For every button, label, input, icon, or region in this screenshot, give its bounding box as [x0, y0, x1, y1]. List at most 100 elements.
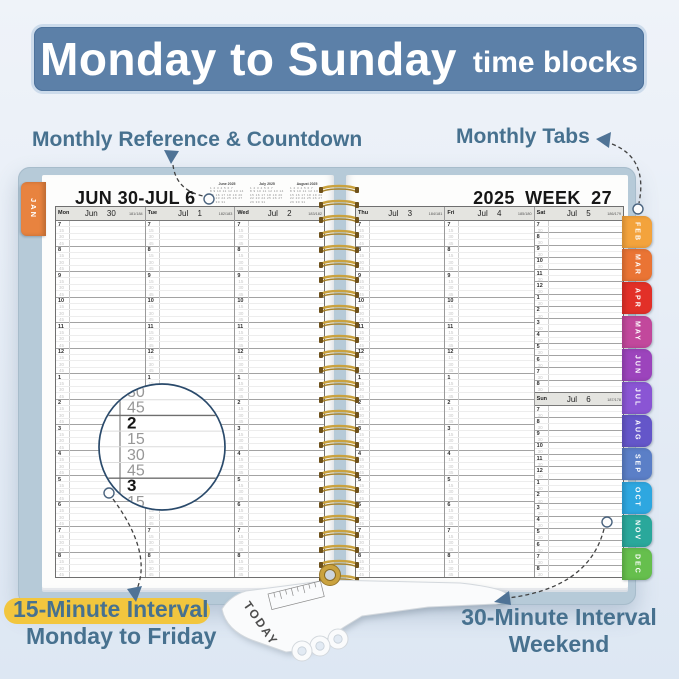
- hour-label: 3: [58, 425, 62, 432]
- minute-row: 45: [235, 417, 325, 424]
- day-count: 187/178: [607, 397, 621, 402]
- hour-block: 2 30: [534, 490, 623, 504]
- minute-label: 45: [448, 419, 454, 425]
- minute-label: 30: [448, 438, 454, 444]
- hour-block: 4 30: [534, 330, 623, 343]
- day-count: 182/183: [218, 211, 233, 216]
- mini-calendar-week: 15 16 17 18 19 20 21: [210, 192, 244, 197]
- minute-label: 30: [448, 540, 454, 546]
- hour-row: 4: [535, 517, 623, 523]
- hour-row: 8: [356, 553, 444, 559]
- month-tab-apr: APR: [622, 282, 652, 315]
- minute-row: 30: [534, 324, 623, 331]
- minute-row: 30: [534, 238, 623, 245]
- spiral-ring: [319, 214, 359, 223]
- minute-label: 30: [59, 285, 65, 291]
- minute-label: 30: [537, 387, 543, 393]
- mini-calendar-week: 8 9 10 11 12 13 14: [250, 189, 284, 194]
- hour-block: 7 15 30 45: [56, 221, 145, 246]
- hour-block: 4 15 30 45: [56, 449, 145, 475]
- hour-row: 9: [356, 272, 444, 279]
- month-tab-jan-label: JAN: [29, 198, 38, 220]
- minute-row: 45: [235, 545, 325, 552]
- hour-label: 12: [447, 349, 454, 355]
- minute-label: 45: [148, 393, 154, 399]
- hour-row: 7: [535, 221, 623, 228]
- hour-label: 11: [58, 323, 64, 330]
- minute-label: 30: [359, 361, 365, 367]
- mini-calendar-week: 1 2 3 4 5 6 7: [210, 185, 234, 190]
- minute-row: 15: [445, 532, 534, 539]
- day-body: 7 30 8 30 9 30 10 30 11 30 12 30 1 30 2 30 3 30 4 30 5 30 6 30 7…: [534, 406, 623, 577]
- hour-row: 2: [235, 400, 324, 406]
- minute-label: 15: [238, 304, 244, 310]
- hour-block: 3 15 30 45: [356, 424, 445, 450]
- hour-label: 9: [58, 272, 62, 279]
- hour-block: 7 15 30 45: [56, 526, 145, 552]
- hour-row: 8: [56, 247, 145, 253]
- minute-row: 45: [145, 366, 235, 373]
- hour-block: 4 15 30 45: [356, 449, 445, 475]
- minute-label: 15: [359, 355, 365, 361]
- minute-row: 15: [356, 557, 445, 565]
- minute-row: 15: [145, 302, 235, 309]
- minute-row: 30: [534, 484, 623, 491]
- minute-label: 45: [238, 266, 244, 272]
- hour-row: 10: [146, 298, 235, 304]
- minute-row: 30: [235, 258, 325, 265]
- minute-label: 45: [448, 368, 454, 374]
- minute-label: 30: [537, 424, 543, 430]
- minute-label: 45: [148, 444, 154, 450]
- minute-label: 45: [59, 572, 65, 578]
- spiral-ring: [319, 274, 359, 283]
- hour-block: 3 15 30 45: [56, 424, 145, 450]
- minute-label: 15: [448, 329, 454, 335]
- minute-row: 45: [235, 443, 325, 450]
- hour-label: 1: [237, 374, 241, 381]
- hour-row: 9: [535, 246, 623, 252]
- minute-label: 45: [448, 572, 454, 578]
- hour-block: 8 30: [534, 232, 623, 245]
- day-date: Jul 6: [566, 395, 591, 404]
- minute-label: 45: [59, 393, 65, 399]
- minute-row: 45: [56, 519, 145, 526]
- hour-block: 8 15 30 45: [56, 245, 145, 271]
- minute-row: 30: [445, 360, 534, 367]
- minute-label: 30: [359, 387, 365, 393]
- callout-monthly-tabs: Monthly Tabs: [456, 125, 590, 148]
- hour-block: 10 30: [534, 256, 623, 269]
- hour-block: 12 15 30 45: [445, 347, 534, 374]
- minute-label: 15: [359, 559, 365, 565]
- minute-row: 15: [356, 532, 445, 539]
- minute-row: 45: [56, 315, 145, 322]
- minute-label: 30: [148, 361, 154, 367]
- callout-15min: 15-Minute Interval Monday to Friday: [4, 596, 234, 650]
- minute-row: 45: [145, 519, 235, 526]
- minute-label: 45: [59, 291, 65, 297]
- hour-label: 7: [147, 527, 151, 534]
- hour-label: 3: [358, 425, 362, 432]
- hour-block: 1 30: [534, 293, 623, 306]
- hour-row: 6: [235, 502, 324, 508]
- minute-label: 30: [238, 438, 244, 444]
- minute-label: 30: [359, 285, 365, 291]
- prong: [309, 635, 331, 657]
- minute-row: 15: [445, 328, 534, 335]
- minute-label: 45: [448, 342, 454, 348]
- minute-row: 15: [356, 379, 445, 386]
- minute-row: 30: [445, 283, 534, 290]
- hour-block: 6 15 30 45: [445, 500, 534, 526]
- minute-label: 30: [59, 438, 65, 444]
- hour-row: 4: [356, 451, 444, 457]
- spiral-ring: [319, 229, 359, 238]
- day-name: Thu: [358, 210, 369, 216]
- hour-label: 12: [536, 282, 543, 289]
- hour-block: 7 30: [534, 552, 623, 565]
- minute-label: 45: [59, 240, 65, 246]
- hour-label: 2: [358, 400, 362, 406]
- hour-row: 7: [56, 527, 145, 534]
- hour-block: 6 15 30 45: [235, 500, 325, 526]
- hour-block: 7 15 30 45: [356, 221, 445, 246]
- hour-label: 8: [237, 247, 241, 253]
